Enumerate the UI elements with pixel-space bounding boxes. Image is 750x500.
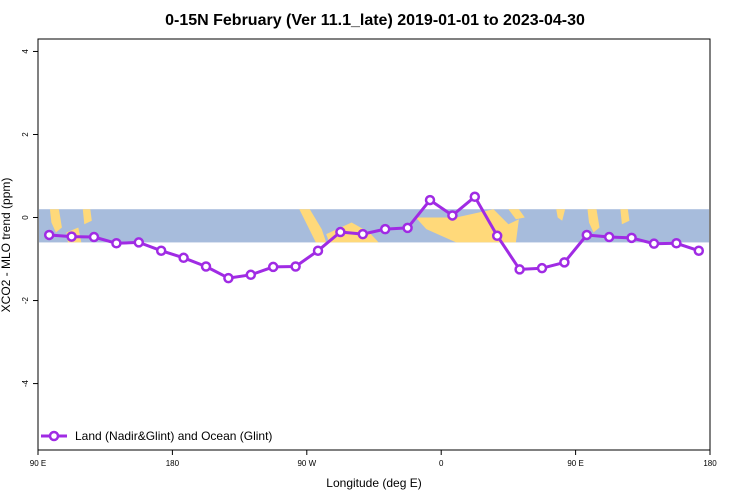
data-point — [335, 226, 346, 238]
x-tick-label: 0 — [439, 459, 444, 468]
land-india — [556, 209, 566, 221]
x-tick-label: 180 — [703, 459, 717, 468]
y-tick-label: -4 — [21, 379, 30, 387]
x-tick-label: 90 E — [567, 459, 583, 468]
legend: Land (Nadir&Glint) and Ocean (Glint) — [41, 429, 272, 443]
data-point — [536, 262, 548, 274]
data-point — [155, 245, 167, 256]
data-point — [290, 261, 301, 272]
data-point — [43, 229, 55, 241]
y-tick-label: 0 — [21, 215, 30, 220]
y-axis-title: XCO2 - MLO trend (ppm) — [0, 178, 13, 313]
data-point — [447, 210, 458, 221]
plot-frame — [37, 38, 711, 451]
data-point — [424, 194, 436, 206]
land-indochina — [49, 209, 62, 233]
legend-label: Land (Nadir&Glint) and Ocean (Glint) — [75, 429, 272, 443]
data-point — [671, 238, 682, 249]
y-tick-label: 4 — [21, 49, 30, 54]
data-point — [178, 252, 189, 264]
data-point — [402, 222, 413, 234]
x-tick-label: 90 W — [297, 459, 316, 468]
land-philippines — [82, 209, 92, 225]
data-point — [66, 231, 77, 242]
data-point — [559, 257, 570, 268]
y-tick-label: 2 — [21, 132, 30, 137]
data-point — [133, 237, 145, 248]
data-point — [491, 230, 503, 242]
data-point — [312, 245, 324, 256]
x-tick-label: 180 — [166, 459, 180, 468]
land-indochina-right — [587, 209, 600, 233]
legend-marker — [48, 430, 60, 442]
land-central-america — [299, 209, 327, 243]
data-point — [581, 229, 593, 241]
data-point — [357, 228, 369, 240]
data-point — [88, 231, 100, 243]
data-point — [111, 238, 122, 249]
y-tick-label: -2 — [21, 296, 30, 304]
data-point — [379, 223, 391, 235]
land-east-africa — [508, 209, 525, 220]
data-point — [648, 238, 660, 249]
x-tick-label: 90 E — [30, 459, 46, 468]
data-point — [693, 245, 705, 256]
x-axis-title: Longitude (deg E) — [326, 476, 421, 490]
data-point — [514, 264, 525, 275]
data-point — [469, 191, 481, 203]
data-point — [223, 272, 234, 284]
y-axis: 4 2 0 -2 -4 — [21, 49, 38, 387]
data-point — [626, 232, 637, 244]
land-philippines-right — [620, 209, 630, 225]
data-point — [245, 269, 257, 281]
data-point — [267, 261, 279, 273]
chart-title: 0-15N February (Ver 11.1_late) 2019-01-0… — [165, 12, 585, 29]
series-layer — [43, 191, 705, 284]
x-axis: 90 E 180 90 W 0 90 E 180 — [30, 450, 717, 468]
data-point — [603, 231, 615, 243]
data-point — [200, 261, 212, 272]
